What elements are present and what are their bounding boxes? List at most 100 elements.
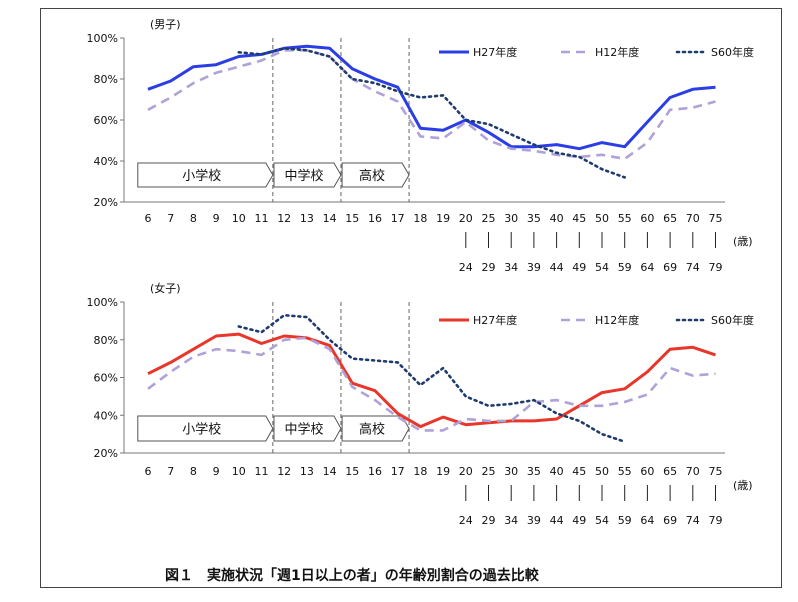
figure-svg: (男子)20%40%60%80%100%小学校 中学校 高校6 7 8 9 10 11 12 13…	[87, 18, 754, 527]
legend-label: H12年度	[595, 313, 639, 327]
x-tick-label: 16	[368, 465, 382, 478]
x-tick-label: 40	[550, 212, 564, 225]
x-tick-label: 13	[300, 212, 314, 225]
school-band	[341, 162, 410, 188]
chart-panel-2: (女子) 20% 40% 60% 80% 100% 小学校 中学校 高校 6 7 8 9 10 11 12 13…	[87, 281, 754, 527]
x-tick-label: 45	[572, 212, 586, 225]
x-tick-label-range-end: 64	[640, 261, 654, 274]
legend-label: S60年度	[711, 45, 754, 59]
x-tick-label-range-end: 44	[550, 514, 564, 527]
x-tick-label-range-end: 34	[504, 261, 518, 274]
legend-label: H12年度	[595, 45, 639, 59]
x-tick-label-range-end: 34	[504, 514, 518, 527]
school-band-label: 中学校	[284, 168, 323, 184]
x-tick-label: 40	[550, 465, 564, 478]
x-tick-label: 14	[323, 465, 337, 478]
y-tick-label: 60%	[94, 372, 118, 385]
x-tick-label-range-end: 54	[595, 261, 609, 274]
x-tick-label: 18	[413, 212, 427, 225]
x-tick-label: 17	[391, 465, 405, 478]
x-tick-label-range-end: 69	[663, 514, 677, 527]
x-tick-label: 25	[482, 212, 496, 225]
chart-panel-1: (男子) 20% 40% 60% 80% 100% 小学校 中学校 高校 6 7 8 9 10 11 12 13…	[87, 18, 754, 274]
series-line-1	[147, 44, 716, 151]
x-tick-label: 35	[527, 212, 541, 225]
y-tick-label: 60%	[94, 114, 118, 127]
x-unit-label: (歳)	[733, 235, 753, 248]
x-tick-label-range-end: 59	[618, 261, 632, 274]
x-tick-label: 65	[663, 212, 677, 225]
x-tick-label: 65	[663, 465, 677, 478]
x-tick-label-range-end: 59	[618, 514, 632, 527]
x-tick-label: 17	[391, 212, 405, 225]
x-tick-label: 8	[190, 465, 197, 478]
x-tick-label-range-end: 29	[482, 514, 496, 527]
x-tick-label: 15	[345, 212, 359, 225]
x-tick-label-range-end: 69	[663, 261, 677, 274]
legend-label: H27年度	[473, 313, 517, 327]
x-tick-label-range-end: 49	[572, 261, 586, 274]
x-tick-label: 70	[686, 212, 700, 225]
x-tick-label: 25	[482, 465, 496, 478]
school-band-label: 中学校	[284, 422, 323, 438]
series-line-3	[237, 47, 626, 179]
x-tick-label: 10	[232, 465, 246, 478]
x-tick-label: 7	[167, 465, 174, 478]
x-tick-label-range-end: 39	[527, 261, 541, 274]
x-tick-label: 60	[640, 212, 654, 225]
x-tick-label-range-end: 49	[572, 514, 586, 527]
x-tick-label: 45	[572, 465, 586, 478]
school-band	[273, 162, 342, 188]
x-tick-label-range-end: 64	[640, 514, 654, 527]
x-tick-label: 60	[640, 465, 654, 478]
y-tick-label: 40%	[94, 409, 118, 422]
x-tick-label: 19	[436, 465, 450, 478]
x-tick-label: 75	[709, 212, 723, 225]
x-tick-label: 16	[368, 212, 382, 225]
x-tick-label: 20	[459, 465, 473, 478]
school-band-label: 高校	[359, 422, 385, 438]
school-band	[137, 162, 274, 188]
series-line-2	[147, 336, 716, 432]
x-tick-label: 19	[436, 212, 450, 225]
y-tick-label: 100%	[87, 296, 118, 309]
y-tick-label: 20%	[94, 196, 118, 209]
x-tick-label-range-end: 74	[686, 261, 700, 274]
x-tick-label-range-end: 79	[709, 261, 723, 274]
school-band-label: 小学校	[182, 422, 221, 438]
x-tick-label: 10	[232, 212, 246, 225]
legend-label: S60年度	[711, 313, 754, 327]
figure-caption: 図１ 実施状況「週1日以上の者」の年齢別割合の過去比較	[165, 568, 539, 584]
x-tick-label: 75	[709, 465, 723, 478]
x-tick-label: 12	[277, 212, 291, 225]
school-band	[341, 415, 410, 442]
x-tick-label: 11	[255, 465, 269, 478]
y-tick-label: 40%	[94, 155, 118, 168]
x-tick-label-range-end: 24	[459, 514, 473, 527]
y-tick-label: 80%	[94, 73, 118, 86]
x-tick-label-range-end: 54	[595, 514, 609, 527]
y-tick-label: 100%	[87, 32, 118, 45]
x-tick-label: 55	[618, 465, 632, 478]
x-tick-label: 6	[145, 465, 152, 478]
x-tick-label: 50	[595, 212, 609, 225]
x-tick-label: 6	[145, 212, 152, 225]
x-tick-label: 30	[504, 465, 518, 478]
x-tick-label-range-end: 44	[550, 261, 564, 274]
x-tick-label: 12	[277, 465, 291, 478]
series-line-2	[147, 49, 716, 161]
x-unit-label: (歳)	[733, 479, 753, 492]
x-tick-label: 70	[686, 465, 700, 478]
chart-title: (女子)	[150, 281, 181, 295]
y-tick-label: 80%	[94, 334, 118, 347]
x-tick-label: 14	[323, 212, 337, 225]
x-tick-label: 13	[300, 465, 314, 478]
x-tick-label: 7	[167, 212, 174, 225]
legend-label: H27年度	[473, 45, 517, 59]
series-line-1	[147, 332, 716, 429]
series-line-3	[237, 313, 626, 443]
x-tick-label-range-end: 79	[709, 514, 723, 527]
school-band-label: 小学校	[182, 168, 221, 184]
figure-frame: (男子) 20% 40% 60% 80% 100% 小学校 中学校 高校 6 7 8 9 10 11 12 13…	[40, 8, 782, 588]
x-tick-label: 9	[213, 212, 220, 225]
